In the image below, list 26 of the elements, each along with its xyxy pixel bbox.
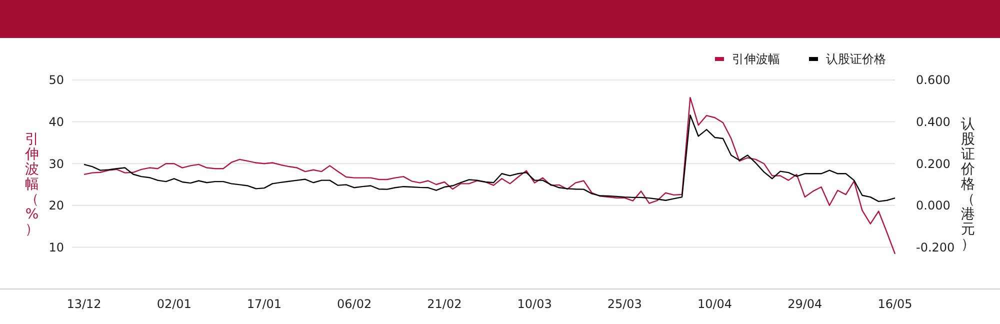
x-tick-label: 16/05	[878, 297, 912, 311]
x-tick-label: 25/03	[607, 297, 642, 311]
x-tick-label: 21/02	[427, 297, 462, 311]
y2-tick-label: 0.600	[916, 73, 950, 88]
x-tick-label: 02/01	[156, 297, 192, 311]
y-tick-label: 20	[48, 198, 64, 213]
x-tick-label: 13/12	[66, 297, 102, 311]
y-tick-label: 10	[48, 240, 64, 254]
y-axis-title: 引伸波幅（%）	[24, 131, 39, 238]
text: 认股证价格（港元）	[961, 116, 975, 252]
line-series	[83, 114, 896, 202]
legend-label: 认股证价格	[826, 52, 886, 66]
y2-tick-label: 0.200	[916, 156, 950, 171]
line-series	[83, 96, 896, 254]
x-tick-label: 29/04	[788, 297, 822, 311]
y-tick-label: 30	[48, 156, 64, 171]
y2-tick-label: -0.200	[916, 240, 955, 254]
y-tick-label: 40	[48, 115, 64, 129]
x-tick-label: 10/03	[517, 297, 552, 311]
y2-tick-label: 0.400	[916, 115, 950, 129]
x-tick-label: 10/04	[697, 297, 732, 311]
x-tick-label: 06/02	[337, 297, 372, 311]
y-tick-label: 50	[48, 73, 64, 88]
x-tick-label: 17/01	[246, 297, 282, 311]
legend-label: 引伸波幅	[732, 52, 780, 66]
y2-tick-label: 0.000	[916, 198, 950, 213]
